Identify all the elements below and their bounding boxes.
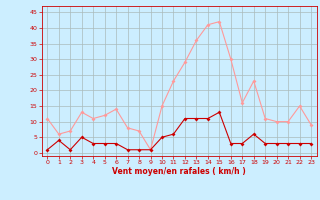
X-axis label: Vent moyen/en rafales ( km/h ): Vent moyen/en rafales ( km/h ) xyxy=(112,167,246,176)
